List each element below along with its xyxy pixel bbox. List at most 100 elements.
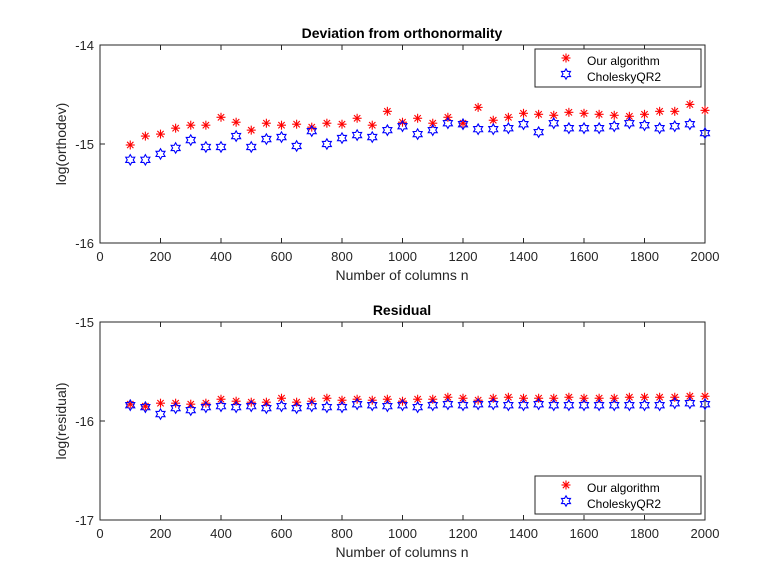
data-point-our-algorithm: [382, 394, 392, 404]
data-point-our-algorithm: [246, 125, 256, 135]
data-point-our-algorithm: [337, 395, 347, 405]
legend-marker-our-algorithm: [561, 53, 571, 63]
data-point-choleskyqr2: [548, 398, 560, 412]
data-point-our-algorithm: [186, 120, 196, 130]
data-point-our-algorithm: [579, 108, 589, 118]
data-point-choleskyqr2: [260, 401, 272, 415]
data-point-our-algorithm: [367, 120, 377, 130]
data-point-our-algorithm: [398, 396, 407, 406]
y-tick-label: -17: [75, 513, 94, 528]
legend-symbol: [560, 494, 572, 508]
data-point-choleskyqr2: [276, 399, 287, 413]
legend-symbol: [560, 67, 572, 81]
data-point-choleskyqr2: [260, 132, 272, 146]
data-point-choleskyqr2: [563, 121, 575, 135]
data-point-choleskyqr2: [457, 117, 469, 131]
data-point-choleskyqr2: [548, 116, 560, 130]
x-tick-label: 0: [96, 249, 103, 264]
data-point-choleskyqr2: [139, 400, 151, 414]
data-point-choleskyqr2: [351, 397, 363, 411]
data-point-choleskyqr2: [533, 125, 545, 139]
legend-marker-our-algorithm: [561, 480, 571, 490]
data-point-choleskyqr2: [321, 400, 333, 414]
data-point-choleskyqr2: [518, 117, 529, 131]
data-point-choleskyqr2: [185, 403, 197, 417]
data-point-choleskyqr2: [397, 119, 408, 133]
data-point-choleskyqr2: [427, 123, 439, 137]
chart-title: Deviation from orthonormality: [302, 25, 503, 41]
legend-marker-choleskyqr2: [560, 494, 572, 508]
data-point-our-algorithm: [594, 393, 604, 403]
data-point-our-algorithm: [640, 109, 649, 119]
data-point-choleskyqr2: [124, 398, 136, 412]
data-point-our-algorithm: [322, 118, 332, 128]
data-point-choleskyqr2: [291, 401, 303, 415]
data-point-choleskyqr2: [608, 119, 620, 133]
data-point-choleskyqr2: [306, 399, 318, 413]
x-tick-label: 2000: [691, 526, 720, 541]
data-point-choleskyqr2: [230, 400, 242, 414]
data-point-our-algorithm: [246, 397, 256, 407]
data-point-choleskyqr2: [593, 121, 605, 135]
data-point-our-algorithm: [503, 392, 513, 402]
x-tick-label: 400: [210, 249, 232, 264]
data-point-choleskyqr2: [578, 121, 590, 135]
data-point-choleskyqr2: [669, 396, 681, 410]
y-tick-label: -16: [75, 236, 94, 251]
x-tick-label: 1000: [388, 526, 417, 541]
data-point-choleskyqr2: [366, 130, 378, 144]
data-point-choleskyqr2: [699, 126, 711, 140]
data-point-our-algorithm: [473, 102, 483, 112]
legend-label-choleskyqr2: CholeskyQR2: [587, 497, 661, 511]
data-point-choleskyqr2: [487, 397, 499, 411]
x-tick-label: 1400: [509, 249, 538, 264]
data-point-choleskyqr2: [170, 141, 182, 155]
data-point-our-algorithm: [594, 109, 604, 119]
data-point-choleskyqr2: [684, 117, 696, 131]
data-point-our-algorithm: [216, 112, 226, 122]
data-point-our-algorithm: [534, 109, 544, 119]
data-point-choleskyqr2: [623, 398, 635, 412]
data-point-our-algorithm: [277, 120, 286, 130]
data-point-choleskyqr2: [155, 147, 166, 161]
data-point-choleskyqr2: [215, 399, 227, 413]
data-point-our-algorithm: [125, 140, 135, 150]
data-point-choleskyqr2: [336, 400, 348, 414]
data-point-choleskyqr2: [306, 124, 318, 138]
data-point-our-algorithm: [171, 123, 181, 133]
x-tick-label: 200: [150, 249, 172, 264]
chart-orthonormality: Deviation from orthonormality Number of …: [53, 25, 719, 283]
legend: Our algorithm CholeskyQR2: [534, 475, 702, 515]
legend: Our algorithm CholeskyQR2: [534, 48, 702, 88]
data-point-our-algorithm: [670, 106, 680, 116]
data-point-our-algorithm: [413, 394, 423, 404]
data-point-choleskyqr2: [351, 128, 363, 142]
data-point-our-algorithm: [428, 118, 438, 128]
data-point-choleskyqr2: [669, 119, 681, 133]
data-point-choleskyqr2: [397, 398, 408, 412]
y-tick-label: -16: [75, 414, 94, 429]
y-axis-label: log(orthodev): [53, 103, 69, 186]
data-point-our-algorithm: [488, 115, 498, 125]
x-tick-label: 200: [150, 526, 172, 541]
x-tick-label: 600: [271, 249, 293, 264]
data-point-our-algorithm: [398, 117, 407, 127]
data-point-choleskyqr2: [170, 401, 182, 415]
x-tick-label: 1600: [570, 249, 599, 264]
data-point-choleskyqr2: [185, 133, 197, 147]
data-point-choleskyqr2: [381, 399, 393, 413]
x-tick-label: 2000: [691, 249, 720, 264]
data-point-our-algorithm: [292, 119, 302, 129]
data-point-choleskyqr2: [336, 131, 348, 145]
data-point-choleskyqr2: [623, 116, 635, 130]
data-point-our-algorithm: [700, 105, 710, 115]
data-point-choleskyqr2: [533, 397, 545, 411]
data-point-choleskyqr2: [472, 397, 484, 411]
data-point-our-algorithm: [443, 392, 453, 402]
legend-symbol: [561, 480, 571, 490]
data-point-our-algorithm: [624, 111, 634, 121]
chart-residual: Residual Number of columns n log(residua…: [53, 302, 719, 560]
data-point-our-algorithm: [413, 113, 423, 123]
data-point-choleskyqr2: [245, 140, 257, 154]
